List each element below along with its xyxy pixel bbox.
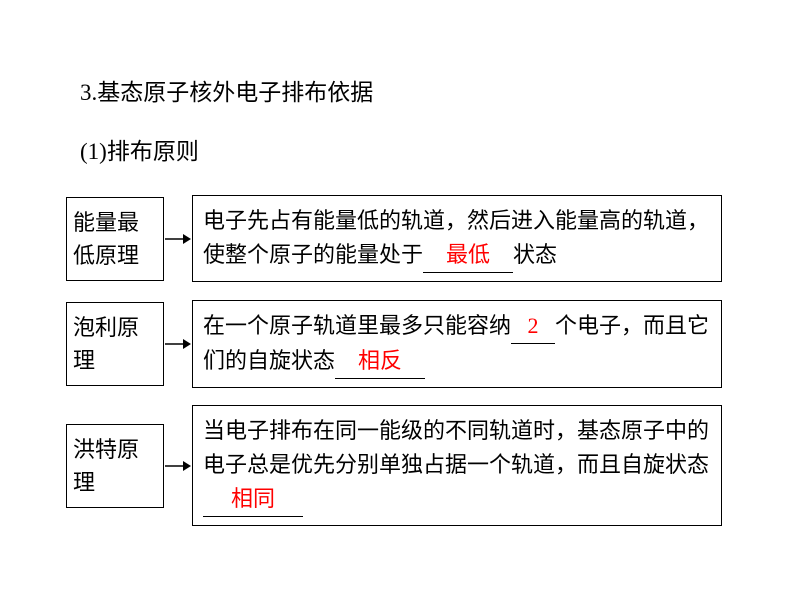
arrow-right-icon: [165, 231, 191, 247]
label-text-hund: 洪特原理: [73, 437, 139, 495]
label-box-energy: 能量最低原理: [66, 197, 164, 281]
content-text-hund-1: 当电子排布在同一能级的不同轨道时，基态原子中的电子总是优先分别单独占据一个轨道，…: [203, 418, 709, 477]
blank-energy-1: 最低: [423, 238, 513, 273]
header-line-2: (1)排布原则: [80, 134, 373, 171]
arrow-right-icon: [165, 336, 191, 352]
blank-pauli-1: 2: [511, 309, 555, 344]
arrow-wrap-2: [164, 336, 192, 352]
label-box-hund: 洪特原理: [66, 424, 164, 508]
label-text-pauli: 泡利原理: [73, 315, 139, 373]
fill-pauli-2: 相反: [358, 348, 402, 373]
label-text-energy: 能量最低原理: [73, 210, 139, 268]
content-box-hund: 当电子排布在同一能级的不同轨道时，基态原子中的电子总是优先分别单独占据一个轨道，…: [192, 405, 722, 526]
arrow-right-icon: [165, 458, 191, 474]
arrow-wrap-1: [164, 231, 192, 247]
fill-hund-1: 相同: [231, 486, 275, 511]
content-box-energy: 电子先占有能量低的轨道，然后进入能量高的轨道，使整个原子的能量处于最低状态: [192, 195, 722, 282]
content-text-pauli-1: 在一个原子轨道里最多只能容纳: [203, 313, 511, 338]
principle-row-hund: 洪特原理 当电子排布在同一能级的不同轨道时，基态原子中的电子总是优先分别单独占据…: [66, 405, 722, 526]
fill-pauli-1: 2: [528, 313, 539, 338]
label-box-pauli: 泡利原理: [66, 302, 164, 386]
fill-energy-1: 最低: [446, 242, 490, 267]
principle-row-energy: 能量最低原理 电子先占有能量低的轨道，然后进入能量高的轨道，使整个原子的能量处于…: [66, 195, 722, 282]
content-box-pauli: 在一个原子轨道里最多只能容纳2个电子，而且它们的自旋状态相反: [192, 300, 722, 388]
header-line-1: 3.基态原子核外电子排布依据: [80, 75, 373, 112]
blank-hund-1: 相同: [203, 482, 303, 517]
header-block: 3.基态原子核外电子排布依据 (1)排布原则: [80, 75, 373, 171]
content-text-energy-2: 状态: [513, 242, 557, 267]
principle-row-pauli: 泡利原理 在一个原子轨道里最多只能容纳2个电子，而且它们的自旋状态相反: [66, 300, 722, 388]
blank-pauli-2: 相反: [335, 344, 425, 379]
arrow-wrap-3: [164, 458, 192, 474]
